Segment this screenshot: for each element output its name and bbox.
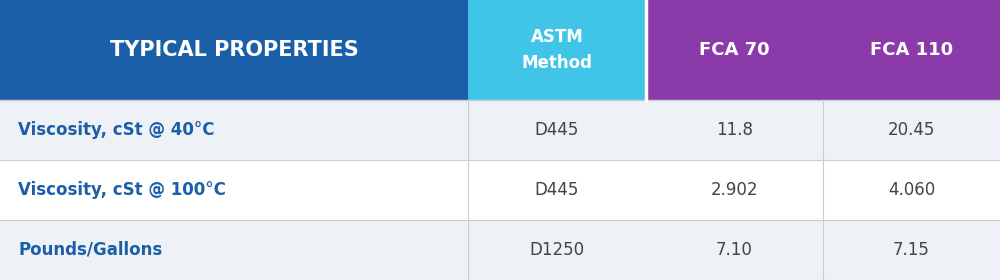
Text: D445: D445 xyxy=(535,121,579,139)
Bar xyxy=(0,0,468,100)
Text: 11.8: 11.8 xyxy=(716,121,753,139)
Text: Viscosity, cSt @ 40°C: Viscosity, cSt @ 40°C xyxy=(18,121,214,139)
Text: ASTM
Method: ASTM Method xyxy=(522,29,592,71)
Text: D445: D445 xyxy=(535,181,579,199)
Bar xyxy=(468,0,646,100)
Text: 2.902: 2.902 xyxy=(711,181,758,199)
Text: D1250: D1250 xyxy=(529,241,585,259)
Text: FCA 70: FCA 70 xyxy=(699,41,770,59)
Bar xyxy=(646,0,1000,100)
Text: FCA 110: FCA 110 xyxy=(870,41,953,59)
Text: 20.45: 20.45 xyxy=(888,121,935,139)
Text: Viscosity, cSt @ 100°C: Viscosity, cSt @ 100°C xyxy=(18,181,226,199)
Text: TYPICAL PROPERTIES: TYPICAL PROPERTIES xyxy=(110,40,358,60)
Bar xyxy=(0,160,1000,220)
Text: 7.10: 7.10 xyxy=(716,241,753,259)
Bar xyxy=(0,220,1000,280)
Text: 4.060: 4.060 xyxy=(888,181,935,199)
Text: 7.15: 7.15 xyxy=(893,241,930,259)
Bar xyxy=(0,100,1000,160)
Text: Pounds/Gallons: Pounds/Gallons xyxy=(18,241,162,259)
